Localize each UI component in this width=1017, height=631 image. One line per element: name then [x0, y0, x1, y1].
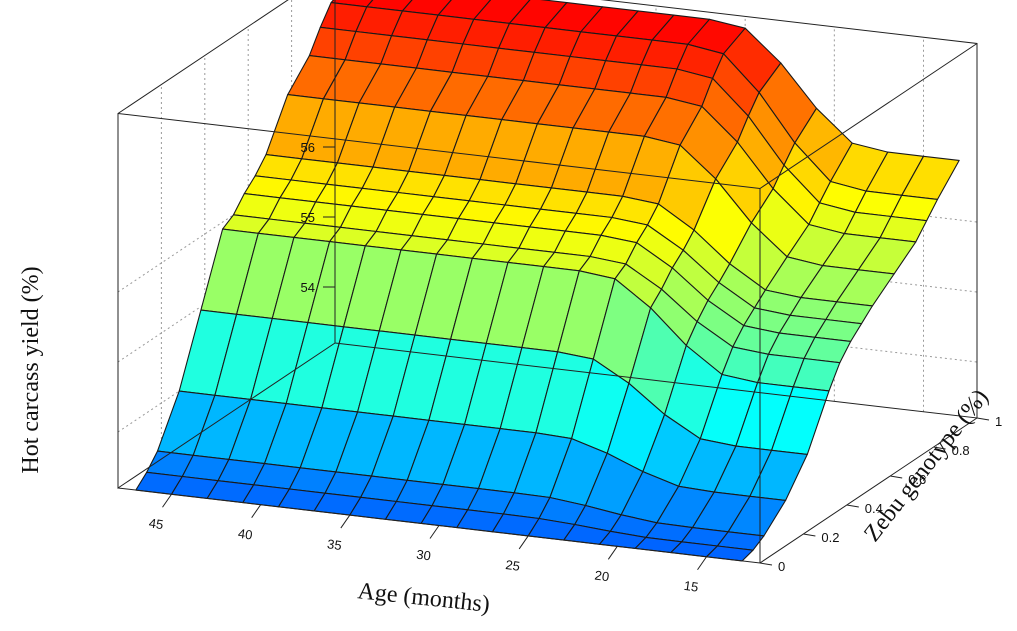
- surface-layer: [135, 0, 960, 562]
- x-tick-label: 35: [326, 536, 342, 553]
- x-tick-mark: [518, 535, 529, 550]
- x-tick-mark: [429, 525, 440, 539]
- y-tick-mark: [759, 562, 773, 566]
- y-tick-label: 0: [778, 559, 785, 574]
- z-axis-label: Hot carcass yield (%): [18, 266, 44, 473]
- y-tick-label: 0.2: [821, 530, 839, 545]
- y-tick-label: 1: [995, 414, 1002, 429]
- x-tick-mark: [607, 546, 618, 560]
- x-tick-label: 40: [237, 526, 253, 543]
- x-tick-mark: [162, 493, 172, 508]
- y-tick-mark: [846, 504, 859, 508]
- x-tick-mark: [697, 556, 707, 571]
- y-tick-label: 0.4: [865, 501, 883, 516]
- y-tick-mark: [933, 446, 946, 450]
- z-tick-label: 54: [301, 280, 315, 295]
- y-tick-mark: [976, 417, 990, 421]
- y-tick-label: 0.6: [908, 472, 926, 487]
- x-tick-mark: [251, 504, 262, 518]
- x-tick-label: 45: [148, 515, 164, 532]
- z-tick-label: 56: [301, 140, 315, 155]
- y-tick-mark: [890, 475, 903, 479]
- left-wall-frame: [117, 0, 336, 489]
- z-tick-label: 55: [301, 210, 315, 225]
- tick-layer: 54 55 56 45 40 35 30 25 20 15 0 0.2 0.4 0.6 0.8 1: [148, 140, 1002, 595]
- x-tick-label: 25: [505, 557, 521, 574]
- x-tick-mark: [340, 514, 351, 529]
- y-axis-label: Zebu genotype (%): [859, 385, 994, 547]
- x-tick-label: 15: [683, 578, 699, 595]
- x-axis-label: Age (months): [356, 578, 491, 618]
- x-tick-label: 30: [415, 547, 431, 564]
- x-tick-label: 20: [594, 567, 610, 584]
- y-tick-label: 0.8: [952, 443, 970, 458]
- top-front-edge: [117, 113, 761, 189]
- y-tick-mark: [803, 533, 816, 537]
